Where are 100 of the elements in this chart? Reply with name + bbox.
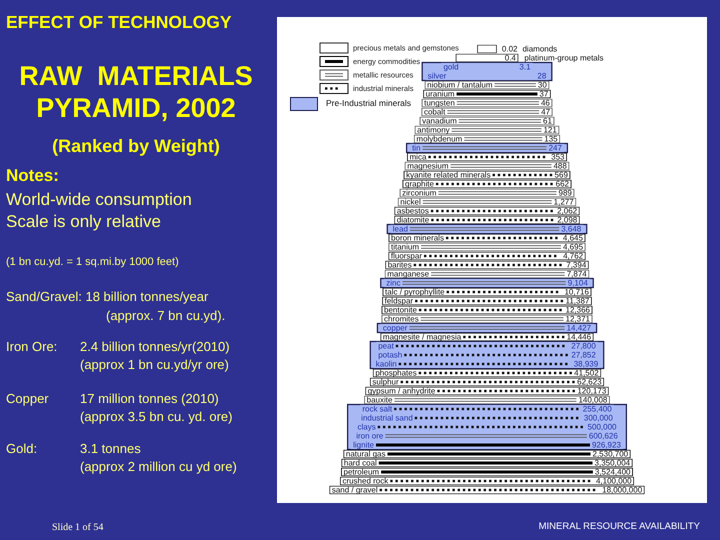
data-label: 2,062 xyxy=(557,206,578,216)
category-label: lignite xyxy=(353,440,375,450)
data-label: 9,104 xyxy=(568,278,588,288)
text: Notes: xyxy=(6,166,59,186)
category-label: molybdenum xyxy=(416,134,463,144)
text: 17 million tonnes (2010) xyxy=(80,391,219,407)
category-label: platinum-group metals xyxy=(524,54,604,63)
data-label: 255,400 xyxy=(582,404,612,414)
text: (approx 2 million cu yd ore) xyxy=(80,459,237,475)
text: Slide 1 of 54 xyxy=(52,522,104,534)
text: 3.1 tonnes xyxy=(80,441,141,457)
category-label: sand / gravel xyxy=(332,486,378,495)
data-label: 12,366 xyxy=(566,306,591,315)
data-label: 14,446 xyxy=(566,332,592,342)
data-label: 4,695 xyxy=(563,242,584,252)
category-label: asbestos xyxy=(396,206,429,216)
category-label: diamonds xyxy=(522,44,558,54)
text: Sand/Gravel: 18 billion tonnes/year xyxy=(6,289,208,305)
text: 2.4 billion tonnes/yr(2010) xyxy=(80,339,230,355)
data-label: 62,623 xyxy=(577,378,602,387)
text: Scale is only relative xyxy=(6,212,161,232)
category-label: barites xyxy=(388,260,412,270)
data-label: 0.02 xyxy=(502,44,518,54)
category-label: kyanite related minerals xyxy=(406,170,491,180)
data-label: 600,626 xyxy=(588,432,618,441)
category-label: titanium xyxy=(390,242,420,252)
category-label: magnesium xyxy=(407,162,449,171)
data-label: 989 xyxy=(558,188,572,198)
category-label: vanadium xyxy=(422,116,458,126)
data-label: 2,530,700 xyxy=(592,450,629,459)
category-label: sulphur xyxy=(372,378,399,387)
data-label: 10,716 xyxy=(564,288,590,297)
category-label: tungsten xyxy=(424,98,455,108)
category-label: tin xyxy=(412,144,421,153)
data-label: 140,008 xyxy=(578,396,608,405)
data-label: 926,923 xyxy=(592,440,622,450)
data-label: 247 xyxy=(548,144,562,153)
text: Gold: xyxy=(6,441,38,457)
data-label: 14,427 xyxy=(566,324,592,333)
category-label: talc / pyrophyllite xyxy=(385,288,446,297)
data-label: 41,502 xyxy=(574,368,600,378)
data-label: 28 xyxy=(537,72,547,81)
text: (Ranked by Weight) xyxy=(51,135,221,158)
data-label: 47 xyxy=(541,108,551,117)
data-label: 7,394 xyxy=(566,260,587,270)
category-label: niobium / tantalum xyxy=(427,80,493,90)
text: (approx 3.5 bn cu. yd. ore) xyxy=(80,409,232,425)
data-label: 569 xyxy=(554,170,568,180)
category-label: petroleum xyxy=(344,468,380,477)
text: Iron Ore: xyxy=(6,339,58,355)
category-label: phosphates xyxy=(375,368,417,378)
category-label: chromites xyxy=(384,314,419,324)
category-label: cobalt xyxy=(424,108,446,117)
category-label: manganese xyxy=(387,270,430,279)
category-label: boron minerals xyxy=(391,234,444,243)
text: Copper xyxy=(6,391,49,407)
category-label: rock salt xyxy=(362,404,393,414)
category-label: kaolin xyxy=(376,360,397,369)
data-label: 2,098 xyxy=(557,216,578,225)
category-label: copper xyxy=(382,324,408,333)
data-label: 3,648 xyxy=(561,224,582,234)
data-label: 0.4 xyxy=(504,54,516,63)
data-label: 18,000,000 xyxy=(602,486,643,495)
category-label: peat xyxy=(378,342,395,351)
category-label: natural gas xyxy=(346,450,386,459)
category-label: lead xyxy=(392,224,408,234)
text: (approx 1 bn cu.yd/yr ore) xyxy=(80,357,229,373)
data-label: 61 xyxy=(543,116,552,126)
text: EFFECT OF TECHNOLOGY xyxy=(6,12,232,32)
data-label: 11,387 xyxy=(566,296,590,306)
data-label: 46 xyxy=(540,98,550,108)
data-label: 1,277 xyxy=(554,198,574,207)
category-label: zinc xyxy=(386,278,400,288)
category-label: magnesite / magnesia xyxy=(382,332,462,342)
category-label: zirconium xyxy=(402,188,437,198)
category-label: diatomite xyxy=(396,216,430,225)
data-label: 3.1 xyxy=(519,62,532,72)
data-label: 488 xyxy=(553,162,568,171)
text: (1 bn cu.yd. = 1 sq.mi.by 1000 feet) xyxy=(6,256,179,269)
data-label: 3,350,004 xyxy=(594,458,631,468)
data-label: 4,100,000 xyxy=(596,476,632,486)
data-label: 27,800 xyxy=(571,342,596,351)
text: RAW MATERIALS PYRAMID, 2002 xyxy=(18,60,254,124)
data-label: 30 xyxy=(538,80,548,90)
data-label: 4,762 xyxy=(563,252,584,261)
category-label: nickel xyxy=(400,198,421,207)
data-label: 135 xyxy=(544,134,558,144)
data-label: 3,524,400 xyxy=(594,468,632,477)
category-label: graphite xyxy=(405,180,434,189)
category-label: gold xyxy=(443,62,459,72)
data-label: 7,874 xyxy=(566,270,588,279)
data-label: 662 xyxy=(556,180,570,189)
text: MINERAL RESOURCE AVAILABILITY xyxy=(538,521,700,533)
data-label: 4,645 xyxy=(562,234,584,243)
category-label: crushed rock xyxy=(342,476,390,486)
data-label: 37 xyxy=(539,90,549,99)
category-label: hard coal xyxy=(344,458,378,468)
data-label: 121 xyxy=(543,126,558,135)
category-label: bauxite xyxy=(366,396,393,405)
text: Pre-Industrial minerals xyxy=(326,98,412,109)
